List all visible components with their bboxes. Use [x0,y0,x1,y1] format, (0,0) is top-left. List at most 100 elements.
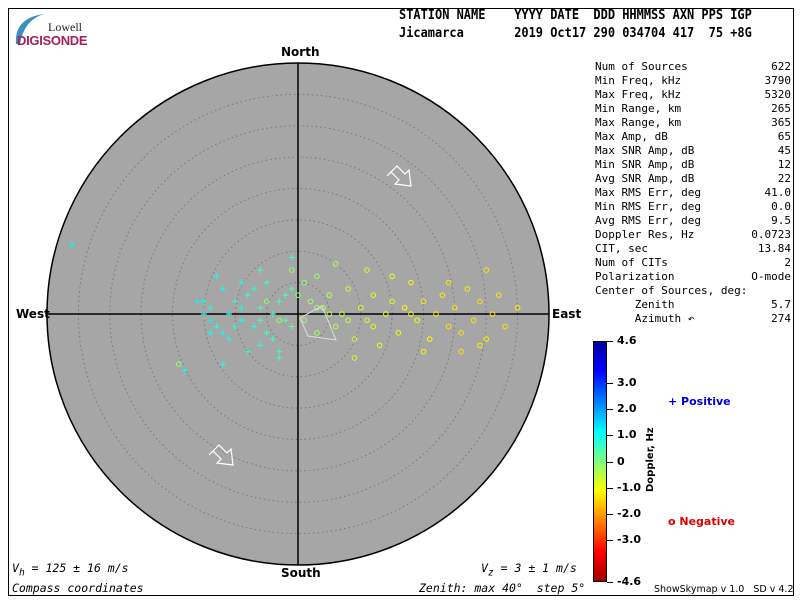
stat-label: Min RMS Err, deg [595,200,701,213]
negative-source-marker [464,286,471,292]
stat-value: 5320 [764,88,792,101]
stat-value: 0.0 [771,200,791,213]
stat-value: 365 [771,116,791,129]
doppler-colorbar [593,341,607,582]
stat-value: 265 [771,102,791,115]
colorbar-label: Doppler, Hz [645,427,656,492]
positive-source-marker [219,361,226,368]
velocity-arrow-icon [386,165,412,187]
positive-source-marker [269,336,276,343]
stat-label: Max Amp, dB [595,130,668,143]
negative-source-marker [351,336,358,342]
negative-source-marker [452,304,458,311]
plus-marker-icon: + [668,395,682,408]
velocity-arrow-icon [208,444,234,466]
negative-source-marker [439,292,446,298]
coordinates-note: Compass coordinates [12,581,144,595]
negative-source-marker [370,292,377,298]
negative-source-marker [326,292,333,298]
positive-source-marker [263,279,270,286]
colorbar-tick-label: -1.0 [617,480,642,494]
horizontal-velocity: Vh = 125 ± 16 m/s [12,561,129,579]
positive-source-marker [225,336,232,343]
negative-source-marker [364,317,370,324]
positive-source-marker [257,342,264,349]
positive-source-marker [282,292,289,299]
negative-source-marker [314,330,320,336]
colorbar-tick-label: -3.0 [617,533,642,547]
stat-label: Max SNR Amp, dB [595,144,695,157]
positive-source-marker [238,304,245,311]
negative-source-marker [445,279,452,286]
negative-source-marker [295,292,301,298]
stat-row: Min SNR Amp, dB 12 [595,158,791,172]
negative-source-marker [383,311,389,317]
positive-source-marker [288,254,295,261]
negative-source-marker [502,323,508,330]
positive-source-marker [257,317,264,324]
positive-source-marker [282,317,289,324]
circle-marker-icon: o [668,515,680,528]
negative-source-marker [307,298,314,305]
positive-source-marker [213,323,220,330]
stat-label: Min Freq, kHz [595,74,682,87]
stat-row: CIT, sec 13.84 [595,242,791,256]
stat-row: Avg SNR Amp, dB 22 [595,172,791,186]
stat-row: Center of Sources, deg: [595,284,791,298]
negative-source-marker [339,311,345,317]
negative-source-marker [489,311,496,317]
stat-row: Max Amp, dB 65 [595,130,791,144]
logo-swoosh-icon [15,14,44,44]
colorbar-tick-label: 3.0 [617,375,637,389]
colorbar-tick [607,409,613,411]
stat-label: Center of Sources, deg: [595,284,748,297]
stat-row: Zenith 5.7 [595,298,791,312]
stat-value: 45 [777,144,791,157]
negative-source-marker [288,267,295,273]
stat-row: Max Freq, kHz 5320 [595,88,791,102]
colorbar-tick-label: 4.6 [617,334,637,347]
header-values: Jicamarca 2019 Oct17 290 034704 417 75 +… [399,26,752,41]
west-label: West [16,307,50,321]
negative-source-marker [401,304,408,311]
positive-source-marker [238,317,245,324]
legend-negative: o Negative [668,515,736,528]
positive-source-marker [257,304,264,311]
vertical-velocity: Vz = 3 ± 1 m/s [481,561,577,579]
stat-row: Num of CITs 2 [595,256,791,270]
positive-source-marker [207,304,214,311]
stat-row: Azimuth ↶ 274 [595,312,791,326]
negative-source-marker [496,292,502,298]
positive-source-marker [251,323,258,330]
negative-source-marker [175,361,182,368]
stat-row: Avg RMS Err, deg 9.5 [595,214,791,228]
negative-source-marker [326,311,333,317]
stat-label: Zenith [595,298,675,311]
version-text: ShowSkymap v 1.0 SD v 4.2 [654,584,794,595]
positive-source-marker [276,298,283,305]
stat-value: O-mode [751,270,791,283]
stat-value: 22 [777,172,791,185]
negative-source-marker [458,348,464,355]
negative-source-marker [301,279,308,286]
colorbar-tick-label: -2.0 [617,506,642,520]
positive-source-marker [182,367,189,374]
colorbar-tick [607,461,613,463]
colorbar-tick [607,382,613,384]
stat-row: Max RMS Err, deg 41.0 [595,186,791,200]
north-label: North [281,45,320,59]
stat-row: Max SNR Amp, dB 45 [595,144,791,158]
stat-value: 274 [771,312,791,325]
logo-lowell: Lowell [48,20,82,34]
positive-source-marker [232,298,239,305]
colorbar-tick-label: -4.6 [617,575,642,588]
negative-source-marker [420,298,427,305]
colorbar-tick-label: 0 [617,454,625,468]
stat-value: 622 [771,60,791,73]
stat-row: Num of Sources 622 [595,60,791,74]
positive-source-marker [219,329,226,336]
stat-value: 13.84 [757,242,791,255]
negative-source-marker [357,304,364,311]
stat-label: Azimuth ↶ [595,312,695,325]
